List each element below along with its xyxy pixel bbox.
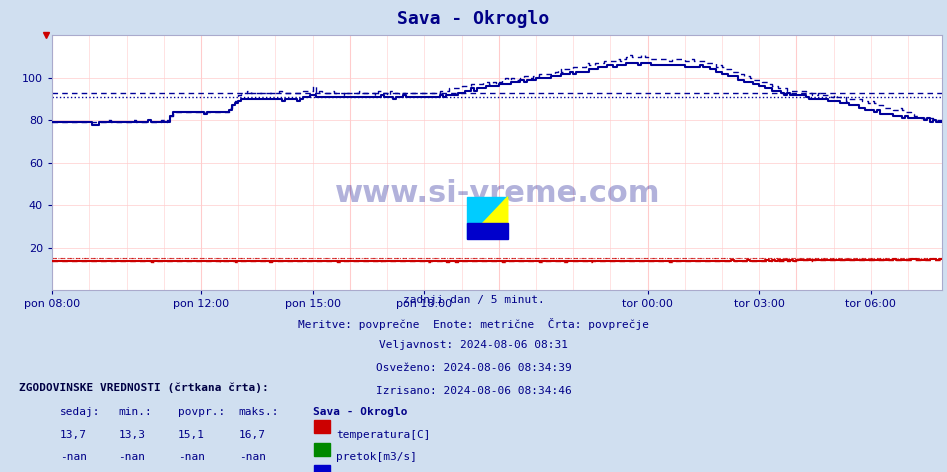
Text: -nan: -nan [60,452,87,462]
Text: 13,3: 13,3 [118,430,146,439]
Text: povpr.:: povpr.: [178,407,225,417]
Text: maks.:: maks.: [239,407,279,417]
Text: temperatura[C]: temperatura[C] [336,430,431,439]
Bar [468,223,508,239]
Text: 13,7: 13,7 [60,430,87,439]
Text: Izrisano: 2024-08-06 08:34:46: Izrisano: 2024-08-06 08:34:46 [376,386,571,396]
Text: 15,1: 15,1 [178,430,205,439]
Text: -nan: -nan [178,452,205,462]
Text: Veljavnost: 2024-08-06 08:31: Veljavnost: 2024-08-06 08:31 [379,340,568,350]
Text: pretok[m3/s]: pretok[m3/s] [336,452,418,462]
Text: Osveženo: 2024-08-06 08:34:39: Osveženo: 2024-08-06 08:34:39 [376,363,571,373]
Text: min.:: min.: [118,407,152,417]
Text: 16,7: 16,7 [239,430,266,439]
Text: Sava - Okroglo: Sava - Okroglo [313,407,407,417]
Polygon shape [468,197,508,239]
Text: ZGODOVINSKE VREDNOSTI (črtkana črta):: ZGODOVINSKE VREDNOSTI (črtkana črta): [19,382,269,393]
Text: -nan: -nan [118,452,146,462]
Text: Sava - Okroglo: Sava - Okroglo [398,10,549,28]
Polygon shape [468,197,508,239]
Text: Meritve: povprečne  Enote: metrične  Črta: povprečje: Meritve: povprečne Enote: metrične Črta:… [298,318,649,329]
Text: zadnji dan / 5 minut.: zadnji dan / 5 minut. [402,295,545,305]
Text: www.si-vreme.com: www.si-vreme.com [334,179,660,208]
Text: -nan: -nan [239,452,266,462]
Text: sedaj:: sedaj: [60,407,100,417]
